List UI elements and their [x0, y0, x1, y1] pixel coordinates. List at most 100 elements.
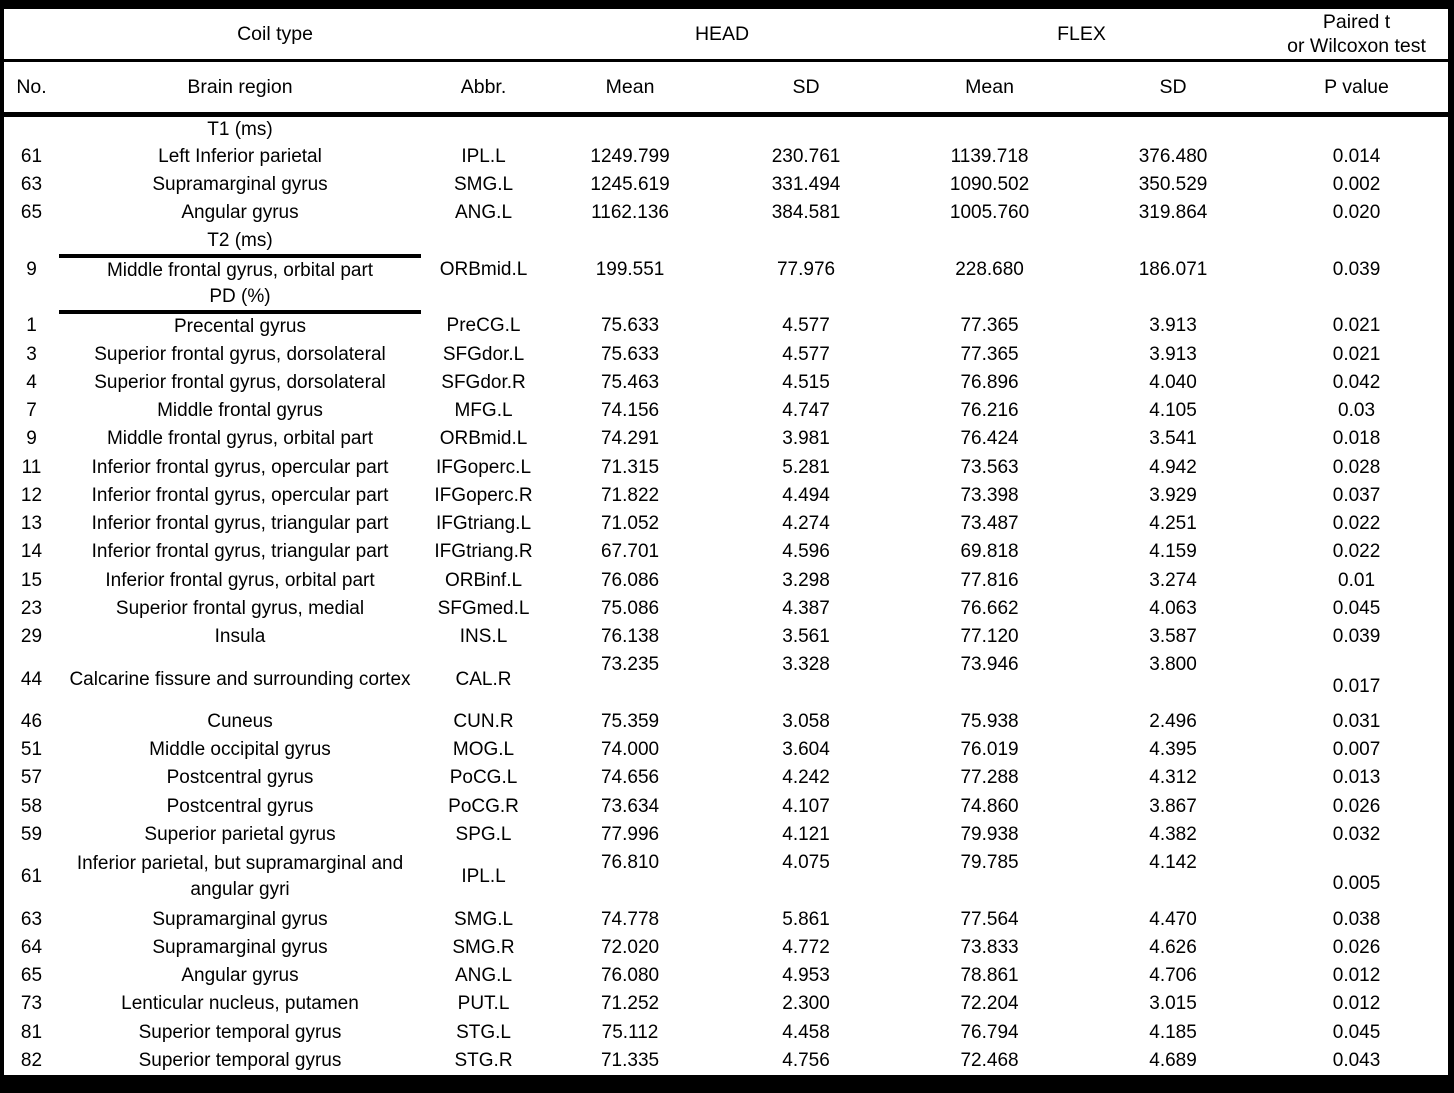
head-mean: 76.810: [600, 852, 660, 873]
group-header-row: Coil type HEAD FLEX Paired t or Wilcoxon…: [4, 9, 1448, 62]
head-mean: 1249.799: [590, 145, 670, 167]
flex-mean: 77.288: [960, 767, 1019, 789]
brain-region: Lenticular nucleus, putamen: [121, 993, 359, 1015]
brain-region: Inferior frontal gyrus, opercular part: [91, 484, 389, 506]
brain-region: Superior parietal gyrus: [144, 823, 336, 845]
table-row: 44 Calcarine fissure and surrounding cort…: [4, 651, 1448, 708]
section-label: PD (%): [59, 284, 421, 315]
head-mean: 75.086: [600, 597, 660, 619]
table-row: 46 Cuneus CUN.R 75.359 3.058 75.938 2.496 0.031: [4, 708, 1448, 736]
head-sd: 331.494: [771, 174, 841, 196]
results-table: Coil type HEAD FLEX Paired t or Wilcoxon…: [4, 9, 1448, 1075]
head-mean: 71.315: [600, 456, 660, 478]
flex-sd: 3.929: [1149, 484, 1197, 506]
head-sd: 4.494: [782, 484, 830, 506]
flex-sd: 4.063: [1149, 597, 1197, 619]
flex-sd: 4.706: [1149, 965, 1197, 987]
abbreviation: IFGtriang.R: [434, 541, 533, 563]
flex-mean: 73.946: [960, 654, 1019, 676]
table-row: 3 Superior frontal gyrus, dorsolateral SFG…: [4, 341, 1448, 369]
head-sd: 5.281: [782, 456, 830, 478]
p-value: 0.045: [1332, 597, 1381, 619]
flex-mean: 75.938: [960, 710, 1019, 732]
table-row: 73 Lenticular nucleus, putamen PUT.L 71.252…: [4, 990, 1448, 1018]
empty-cell: [546, 284, 714, 312]
flex-mean: 76.424: [960, 428, 1019, 450]
abbreviation: ANG.L: [455, 965, 513, 987]
head-mean: 75.633: [600, 315, 660, 337]
head-sd: 4.242: [782, 767, 830, 789]
abbreviation: PUT.L: [457, 993, 510, 1015]
empty-cell: [1081, 228, 1265, 256]
p-value: 0.013: [1332, 767, 1381, 789]
flex-sd: 4.251: [1149, 513, 1197, 535]
row-number: 65: [20, 202, 43, 224]
empty-cell: [1081, 115, 1265, 143]
empty-cell: [898, 115, 1081, 143]
section-label: T2 (ms): [59, 227, 421, 258]
brain-region: Insula: [214, 626, 266, 648]
head-sd: 3.298: [782, 569, 830, 591]
row-number: 65: [20, 965, 43, 987]
table-row: 23 Superior frontal gyrus, medial SFGmed.L…: [4, 595, 1448, 623]
head-mean: 74.000: [600, 739, 660, 761]
head-mean: 199.551: [595, 258, 665, 280]
row-number: 4: [26, 371, 37, 393]
abbreviation: SFGdor.R: [441, 371, 526, 393]
row-number: 29: [20, 626, 43, 648]
table-row: 51 Middle occipital gyrus MOG.L 74.000 3.604…: [4, 736, 1448, 764]
brain-region: Middle frontal gyrus, orbital part: [106, 259, 374, 281]
row-number: 14: [20, 541, 43, 563]
test-header-line2: or Wilcoxon test: [1287, 35, 1426, 57]
empty-cell: [546, 115, 714, 143]
head-sd: 3.328: [782, 654, 830, 676]
column-header-no: No.: [4, 60, 59, 117]
brain-region: Middle frontal gyrus: [157, 400, 323, 422]
row-number: 59: [20, 823, 43, 845]
table-row: 82 Superior temporal gyrus STG.R 71.335 4.75…: [4, 1047, 1448, 1075]
table-row: 13 Inferior frontal gyrus, triangular par…: [4, 510, 1448, 538]
flex-sd: 3.015: [1149, 993, 1197, 1015]
column-header-flex-sd: SD: [1081, 60, 1266, 117]
abbreviation: SFGmed.L: [437, 597, 530, 619]
table-row: 58 Postcentral gyrus PoCG.R 73.634 4.107 74.8…: [4, 793, 1448, 821]
table-row: 63 Supramarginal gyrus SMG.L 74.778 5.861 77.…: [4, 906, 1448, 934]
head-sd: 4.515: [782, 371, 830, 393]
flex-sd: 4.395: [1149, 739, 1197, 761]
row-number: 12: [20, 484, 43, 506]
flex-mean: 79.938: [960, 823, 1019, 845]
empty-cell: [4, 115, 59, 143]
flex-mean: 77.365: [960, 315, 1019, 337]
head-mean: 1162.136: [591, 202, 669, 224]
row-number: 63: [20, 174, 43, 196]
column-header-brain-region: Brain region: [59, 60, 421, 117]
test-header: Paired t or Wilcoxon test: [1265, 9, 1448, 62]
flex-mean: 78.861: [960, 965, 1019, 987]
head-mean: 75.633: [600, 343, 660, 365]
abbreviation: PoCG.L: [449, 767, 518, 789]
head-sd: 4.458: [782, 1021, 830, 1043]
head-mean: 73.235: [600, 654, 660, 676]
empty-cell: [898, 284, 1081, 312]
empty-cell: [4, 284, 59, 312]
head-mean: 74.778: [600, 908, 660, 930]
row-number: 23: [20, 597, 43, 619]
head-mean: 72.020: [600, 936, 660, 958]
abbreviation: SPG.L: [455, 823, 512, 845]
head-mean: 75.112: [601, 1021, 659, 1043]
empty-cell: [421, 228, 546, 256]
empty-cell: [421, 115, 546, 143]
p-value: 0.037: [1332, 484, 1381, 506]
brain-region: Inferior frontal gyrus, orbital part: [105, 569, 375, 591]
table-row: 7 Middle frontal gyrus MFG.L 74.156 4.747 76.…: [4, 397, 1448, 425]
abbreviation: PoCG.R: [448, 795, 519, 817]
head-sd: 4.596: [782, 541, 830, 563]
p-value: 0.021: [1332, 315, 1381, 337]
flex-sd: 3.587: [1149, 626, 1197, 648]
head-sd: 4.107: [782, 795, 830, 817]
flex-sd: 4.105: [1149, 400, 1197, 422]
p-value: 0.005: [1332, 873, 1381, 895]
table-row: 61 Left Inferior parietal IPL.L 1249.799 230…: [4, 143, 1448, 171]
table-row: 12 Inferior frontal gyrus, opercular part…: [4, 482, 1448, 510]
brain-region: Superior frontal gyrus, dorsolateral: [94, 371, 386, 393]
